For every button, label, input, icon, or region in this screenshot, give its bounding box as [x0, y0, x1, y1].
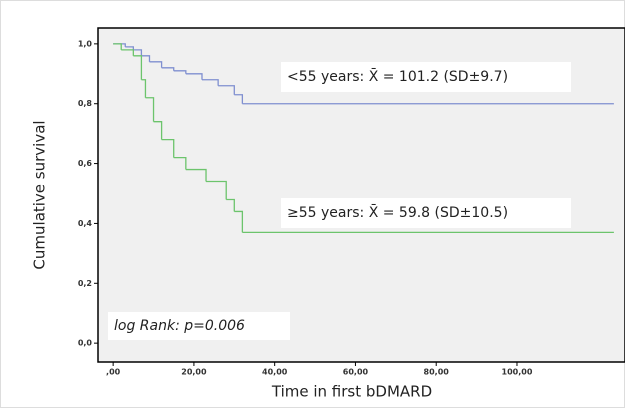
survival-step: [133, 49, 143, 56]
survival-step: [201, 79, 219, 86]
y-axis-label: Cumulative survival: [31, 120, 49, 269]
survival-step: [153, 121, 163, 140]
survival-step: [145, 97, 155, 122]
survival-step: [173, 156, 187, 170]
annotation: ≥55 years: X̄ = 59.8 (SD±10.5): [287, 203, 508, 221]
survival-step: [141, 79, 147, 98]
survival-step: [206, 180, 227, 200]
annotation: <55 years: X̄ = 101.2 (SD±9.7): [287, 67, 508, 85]
survival-step: [121, 49, 134, 56]
annotation-box: [281, 62, 571, 92]
annotation: log Rank: p=0.006: [114, 318, 245, 334]
annotation-box: [281, 198, 571, 228]
survival-step: [234, 210, 244, 233]
y-tick-label: 1,0: [78, 39, 93, 48]
y-tick-label: 0,0: [78, 339, 93, 348]
survival-step: [185, 73, 203, 80]
x-tick-label: 20,00: [181, 368, 207, 377]
x-tick-label: 80,00: [424, 368, 450, 377]
y-tick-label: 0,8: [78, 99, 93, 108]
survival-step: [173, 70, 187, 74]
survival-step: [185, 168, 207, 182]
survival-step: [218, 85, 235, 95]
survival-step: [125, 46, 134, 50]
x-tick-label: 40,00: [262, 368, 288, 377]
y-tick-label: 0,4: [78, 219, 93, 228]
x-tick-label: 100,00: [502, 368, 533, 377]
survival-step: [149, 61, 163, 68]
survival-step: [234, 94, 244, 104]
y-tick-label: 0,6: [78, 159, 93, 168]
survival-step: [161, 67, 175, 71]
survival-step: [133, 55, 143, 80]
survival-step: [226, 198, 235, 212]
x-tick-label: ,00: [106, 368, 121, 377]
survival-step: [113, 43, 122, 50]
survival-step: [161, 138, 175, 158]
x-axis-label: Time in first bDMARD: [271, 383, 432, 401]
y-tick-label: 0,2: [78, 279, 92, 288]
survival-step: [141, 55, 151, 62]
x-tick-label: 60,00: [343, 368, 369, 377]
annotation-box: [108, 312, 290, 340]
